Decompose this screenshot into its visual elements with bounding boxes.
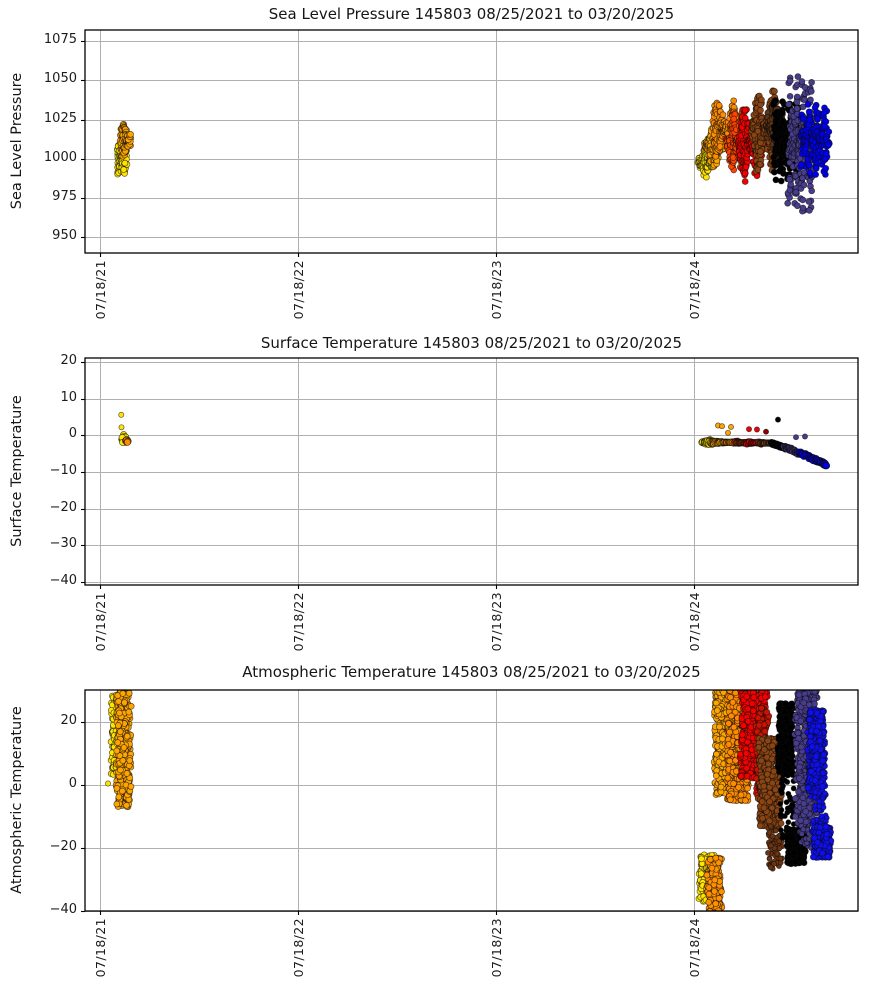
x-tick-label-text: 07/18/24	[687, 260, 702, 320]
y-tick-label: 1050	[43, 71, 77, 86]
y-tick-label: −20	[49, 839, 77, 854]
x-tick-label-text: 07/18/22	[291, 592, 306, 652]
y-tick-label: −40	[49, 902, 77, 917]
chart-title-atmospheric-temperature: Atmospheric Temperature 145803 08/25/202…	[242, 663, 701, 681]
y-tick-label: 1000	[43, 150, 77, 165]
x-tick-label-text: 07/18/23	[489, 592, 504, 652]
y-tick-label: 950	[52, 228, 77, 243]
chart-title-sea-level-pressure: Sea Level Pressure 145803 08/25/2021 to …	[268, 5, 675, 23]
x-tick-label-text: 07/18/22	[291, 918, 306, 978]
x-tick-label-text: 07/18/23	[489, 918, 504, 978]
y-tick-label: 1075	[43, 32, 77, 47]
y-tick-label: −40	[49, 573, 77, 588]
x-tick-label-text: 07/18/21	[93, 260, 108, 320]
x-tick-label-text: 07/18/23	[489, 260, 504, 320]
x-tick-label-text: 07/18/21	[93, 918, 108, 978]
x-tick-label-text: 07/18/22	[291, 260, 306, 320]
y-tick-label: −10	[49, 463, 77, 478]
x-tick-label-text: 07/18/24	[687, 592, 702, 652]
chart-title-surface-temperature: Surface Temperature 145803 08/25/2021 to…	[260, 334, 683, 352]
y-tick-label: 0	[68, 776, 77, 791]
y-tick-label: 975	[52, 189, 77, 204]
y-tick-label: −20	[49, 500, 77, 515]
x-tick-label-text: 07/18/24	[687, 918, 702, 978]
x-tick-label-text: 07/18/21	[93, 592, 108, 652]
y-tick-label: 20	[60, 353, 77, 368]
y-tick-label: 0	[68, 426, 77, 441]
y-tick-label: 1025	[43, 111, 77, 126]
y-tick-label: 10	[60, 390, 77, 405]
y-tick-label: 20	[60, 713, 77, 728]
y-tick-label: −30	[49, 536, 77, 551]
